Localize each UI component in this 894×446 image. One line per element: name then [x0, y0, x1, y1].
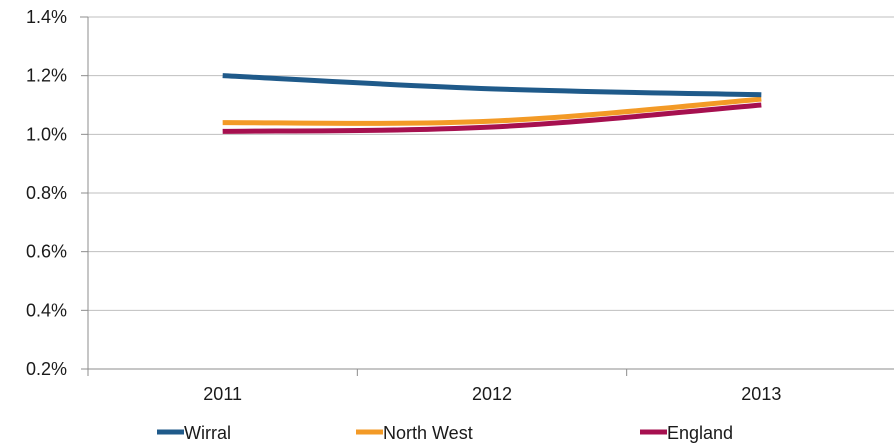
legend: Wirral North West England: [157, 423, 733, 443]
legend-item-wirral: Wirral: [157, 423, 231, 443]
y-tick-label: 0.8%: [26, 183, 67, 203]
series-line-north-west: [222, 96, 762, 126]
legend-label: North West: [383, 423, 473, 443]
y-tick-label: 0.4%: [26, 300, 67, 320]
legend-item-north-west: North West: [356, 423, 473, 443]
y-tick-label: 1.2%: [26, 66, 67, 86]
legend-label: England: [667, 423, 733, 443]
gridlines: [88, 16, 894, 311]
y-tick-label: 0.6%: [26, 242, 67, 262]
x-tick-label: 2011: [203, 384, 242, 404]
series-line-england: [222, 102, 762, 134]
legend-label: Wirral: [184, 423, 231, 443]
y-tick-label: 1.4%: [26, 7, 67, 27]
x-axis-tick-labels: 2011 2012 2013: [203, 384, 781, 404]
y-tick-label: 1.0%: [26, 124, 67, 144]
series-line-wirral: [222, 73, 762, 98]
series-lines: [222, 73, 762, 134]
x-tick-label: 2013: [741, 384, 781, 404]
legend-item-england: England: [640, 423, 733, 443]
y-axis-tick-labels: 0.2% 0.4% 0.6% 0.8% 1.0% 1.2% 1.4%: [26, 7, 67, 379]
y-tick-label: 0.2%: [26, 359, 67, 379]
axes: [80, 16, 894, 376]
x-tick-label: 2012: [472, 384, 512, 404]
